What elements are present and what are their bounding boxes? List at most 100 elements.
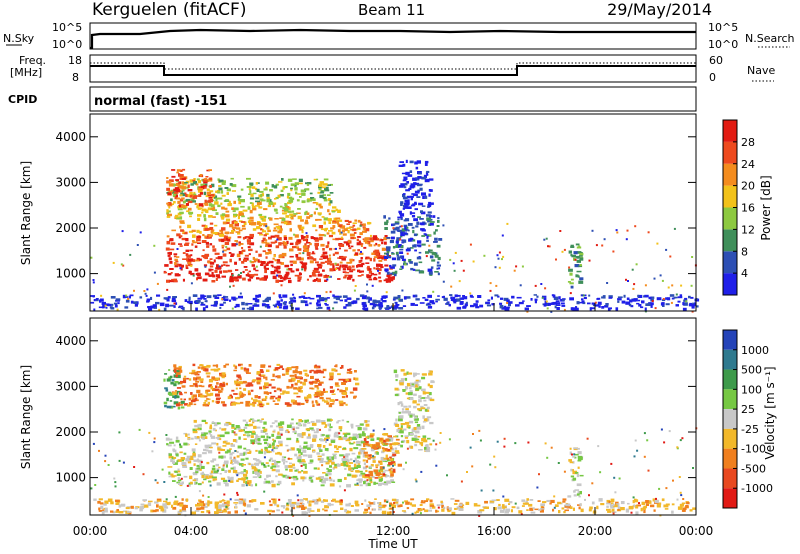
velocity-scatter-mark — [386, 501, 389, 503]
power-mark — [181, 186, 187, 190]
power-scatter-mark — [469, 243, 472, 246]
velocity-mark — [360, 472, 366, 476]
power-scatter-mark — [659, 274, 662, 277]
power-mark — [316, 303, 321, 307]
power-mark — [215, 212, 219, 215]
power-mark — [302, 262, 307, 266]
power-mark — [357, 227, 361, 230]
velocity-scatter-mark — [300, 464, 303, 467]
power-mark — [695, 305, 699, 308]
power-mark — [243, 266, 248, 268]
power-mark — [227, 236, 232, 239]
velocity-ylabel: Slant Range [km] — [19, 365, 33, 469]
velocity-mark — [564, 509, 569, 512]
velocity-mark — [316, 403, 321, 406]
power-mark — [229, 279, 234, 283]
velocity-mark — [189, 475, 193, 480]
power-mark — [304, 300, 308, 304]
power-mark — [425, 251, 430, 254]
power-mark — [251, 186, 256, 189]
velocity-mark — [358, 481, 362, 484]
power-mark — [449, 294, 453, 296]
power-mark — [109, 306, 113, 309]
power-mark — [335, 267, 340, 270]
power-mark — [357, 269, 361, 273]
velocity-mark — [341, 395, 346, 399]
velocity-mark — [306, 395, 312, 399]
power-mark — [167, 273, 172, 276]
velocity-mark — [578, 495, 581, 498]
velocity-scatter-mark — [287, 431, 290, 434]
cpid-panel-frame — [89, 86, 697, 112]
power-mark — [192, 196, 198, 199]
power-mark — [178, 263, 182, 267]
power-mark — [265, 263, 269, 266]
velocity-mark — [173, 501, 178, 506]
velocity-mark — [331, 461, 335, 465]
velocity-mark — [194, 436, 197, 440]
power-mark — [284, 203, 287, 206]
velocity-mark — [612, 503, 615, 507]
velocity-mark — [210, 435, 215, 439]
power-mark — [383, 237, 388, 241]
velocity-mark — [229, 452, 233, 456]
velocity-mark — [162, 509, 167, 513]
power-mark — [574, 264, 580, 268]
power-mark — [543, 303, 547, 307]
velocity-mark — [293, 478, 298, 481]
power-mark — [378, 303, 383, 307]
velocity-mark — [297, 376, 302, 378]
velocity-scatter-mark — [343, 489, 346, 492]
power-mark — [427, 268, 433, 272]
velocity-mark — [399, 504, 403, 507]
power-mark — [257, 232, 263, 234]
power-mark — [224, 187, 229, 189]
velocity-mark — [306, 444, 309, 448]
velocity-mark — [317, 444, 322, 448]
velocity-mark — [342, 460, 348, 464]
power-mark — [197, 214, 202, 217]
velocity-mark — [647, 500, 652, 504]
velocity-mark — [223, 502, 229, 504]
power-mark — [316, 263, 322, 266]
velocity-mark — [177, 510, 183, 514]
velocity-mark — [188, 378, 192, 381]
power-mark — [465, 301, 468, 304]
power-scatter-mark — [116, 308, 119, 311]
power-mark — [128, 295, 131, 299]
velocity-mark — [260, 429, 266, 433]
power-mark — [399, 161, 404, 163]
velocity-mark — [390, 438, 394, 442]
power-mark — [274, 198, 277, 200]
velocity-mark — [298, 450, 302, 454]
velocity-mark — [342, 391, 348, 395]
velocity-scatter-mark — [658, 487, 661, 490]
power-mark — [238, 243, 241, 247]
velocity-mark — [376, 447, 379, 449]
power-mark — [322, 256, 326, 260]
velocity-mark — [375, 464, 379, 467]
power-scatter-mark — [204, 265, 207, 268]
power-mark — [413, 218, 418, 222]
power-mark — [236, 227, 241, 230]
power-mark — [283, 235, 287, 238]
power-mark — [217, 204, 221, 208]
power-mark — [234, 207, 239, 211]
velocity-mark — [229, 448, 232, 450]
power-mark — [274, 218, 279, 220]
velocity-mark — [325, 397, 331, 400]
velocity-mark — [402, 389, 406, 392]
power-mark — [188, 298, 191, 302]
velocity-scatter-mark — [161, 468, 164, 471]
velocity-mark — [239, 377, 242, 381]
power-mark — [255, 250, 258, 253]
power-mark — [530, 298, 533, 301]
velocity-mark — [318, 381, 324, 384]
velocity-colorbar-label: Velocity [m s⁻¹] — [763, 366, 777, 459]
power-scatter-mark — [283, 278, 286, 281]
velocity-mark — [286, 437, 292, 441]
velocity-mark — [245, 481, 248, 485]
velocity-mark — [329, 375, 334, 380]
power-mark — [415, 225, 419, 228]
power-mark — [249, 202, 253, 204]
